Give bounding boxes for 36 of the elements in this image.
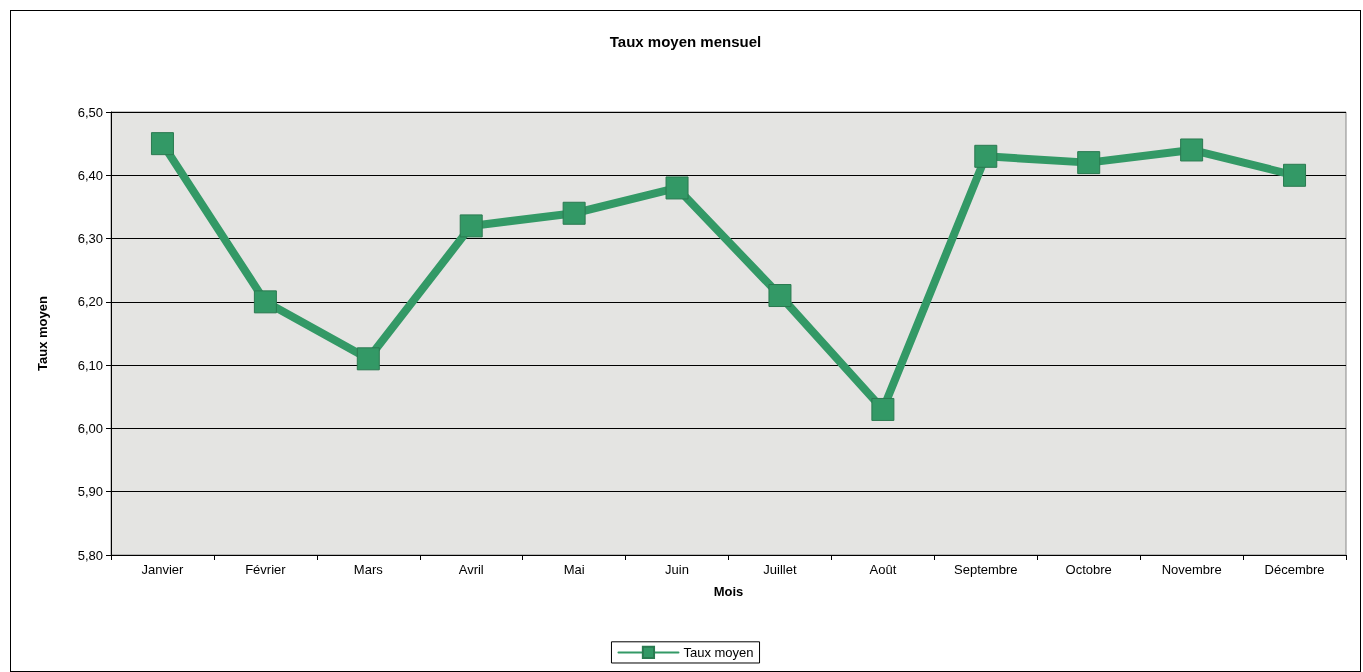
y-tick-label: 6,00 <box>77 420 103 436</box>
point <box>768 284 792 308</box>
point <box>356 347 380 371</box>
point <box>562 201 586 225</box>
y-tick-label: 6,10 <box>77 357 103 373</box>
point <box>974 144 998 168</box>
x-tick-label: Juillet <box>763 562 797 577</box>
x-tick-label: Octobre <box>1065 562 1112 577</box>
point <box>150 132 174 156</box>
x-tick-label: Décembre <box>1264 562 1325 577</box>
point <box>1077 151 1101 175</box>
y-tick-label: 6,20 <box>77 294 103 310</box>
legend-label: Taux moyen <box>683 644 754 660</box>
x-tick-label: Mars <box>353 562 384 577</box>
point <box>665 176 689 200</box>
y-tick-label: 6,40 <box>77 167 103 183</box>
x-tick-label: Février <box>245 562 287 577</box>
y-tick-label: 5,80 <box>77 547 103 563</box>
x-tick-label: Août <box>869 562 897 577</box>
x-tick-label: Janvier <box>141 562 185 577</box>
chart-title: Taux moyen mensuel <box>609 33 762 50</box>
x-tick-label: Mai <box>563 562 585 577</box>
y-tick-label: 6,50 <box>77 104 103 120</box>
x-tick-label: Septembre <box>953 562 1018 577</box>
point <box>459 214 483 238</box>
x-tick-label: Novembre <box>1161 562 1222 577</box>
point <box>253 290 277 314</box>
x-tick-label: Juin <box>665 562 689 577</box>
point <box>1283 163 1307 187</box>
x-axis-title: Mois <box>713 584 744 599</box>
x-tick-label: Avril <box>458 562 484 577</box>
point <box>1180 138 1204 162</box>
y-tick-label: 5,90 <box>77 484 103 500</box>
y-axis-title: Taux moyen <box>35 296 50 371</box>
point <box>871 397 895 421</box>
y-tick-label: 6,30 <box>77 231 103 247</box>
